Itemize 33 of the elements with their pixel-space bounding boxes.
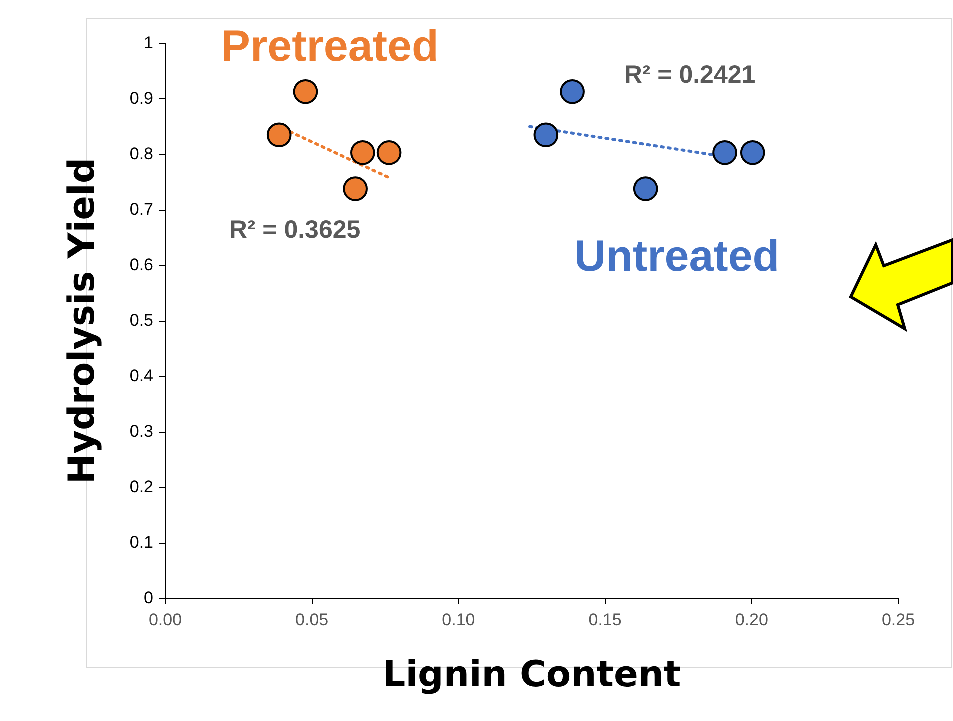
y-tick-label: 0.2 <box>130 478 154 496</box>
x-tick-label: 0.10 <box>442 610 476 630</box>
y-tick-label: 1 <box>144 34 154 52</box>
y-tick-label: 0.3 <box>130 422 154 441</box>
y-tick-label: 0.6 <box>130 256 154 274</box>
series-label: Untreated <box>574 232 780 281</box>
y-tick-label: 0.1 <box>130 533 154 552</box>
series-label: Pretreated <box>221 22 439 71</box>
x-tick-label: 0.20 <box>735 610 768 630</box>
x-axis-title: Lignin Content <box>382 654 682 696</box>
point <box>350 140 376 166</box>
point <box>343 176 368 202</box>
y-tick-label: 0.4 <box>130 366 154 386</box>
y-tick-label: 0.5 <box>130 311 154 330</box>
y-tick-label: 0 <box>144 588 154 608</box>
y-tick-label: 0.8 <box>130 144 154 164</box>
x-tick-label: 0.25 <box>882 610 916 630</box>
x-tick-label: 0.15 <box>588 610 622 630</box>
point <box>266 122 292 148</box>
point <box>712 140 738 166</box>
y-axis-title: Hydrolysis Yield <box>62 158 103 484</box>
point <box>376 140 402 166</box>
point <box>560 79 585 104</box>
point <box>534 122 559 148</box>
annotation: R² = 0.3625 <box>229 216 361 244</box>
annotation: R² = 0.2421 <box>624 61 756 89</box>
x-tick-label: 0.05 <box>296 610 329 630</box>
y-tick-label: 0.9 <box>130 89 154 108</box>
x-tick-label: 0.00 <box>148 610 182 630</box>
point <box>293 79 318 104</box>
y-tick-label: 0.7 <box>130 200 154 219</box>
point <box>633 176 658 202</box>
point <box>740 140 766 166</box>
